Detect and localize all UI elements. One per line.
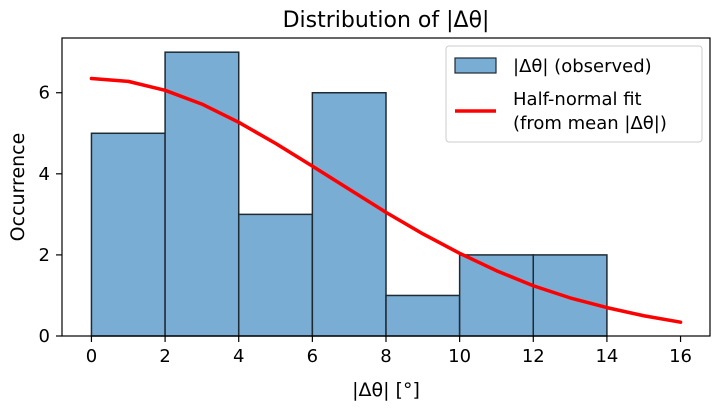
x-axis-ticks: 0 2 4 6 8 10 12 14 16 bbox=[86, 336, 692, 367]
histogram-bar-6 bbox=[532, 254, 608, 337]
x-tick-label-2: 2 bbox=[159, 346, 170, 367]
legend-fit-label-line-1: Half-normal fit bbox=[513, 89, 642, 110]
histogram-bar-1 bbox=[164, 51, 240, 337]
legend-histogram-swatch bbox=[454, 57, 497, 74]
y-tick-label-6: 6 bbox=[39, 83, 50, 104]
legend: |Δθ| (observed) Half-normal fit (from me… bbox=[445, 45, 703, 143]
legend-box bbox=[445, 45, 703, 143]
y-axis-ticks: 0 2 4 6 bbox=[39, 83, 62, 347]
chart-title: Distribution of |Δθ| bbox=[283, 8, 490, 33]
y-tick-label-0: 0 bbox=[39, 326, 50, 347]
x-axis-label: |Δθ| [°] bbox=[352, 379, 420, 401]
legend-fit-label-line-2: (from mean |Δθ|) bbox=[513, 113, 667, 134]
bars-layer bbox=[90, 51, 608, 337]
histogram-bar-4 bbox=[385, 294, 461, 337]
histogram-bar-5 bbox=[458, 254, 535, 337]
legend-histogram-label: |Δθ| (observed) bbox=[513, 56, 652, 77]
y-tick-label-4: 4 bbox=[39, 164, 50, 185]
x-tick-label-6: 6 bbox=[307, 346, 318, 367]
x-tick-label-8: 8 bbox=[380, 346, 391, 367]
half-normal-fit-line bbox=[89, 76, 683, 324]
x-tick-label-10: 10 bbox=[448, 346, 471, 367]
fit-line-layer bbox=[89, 76, 683, 324]
x-tick-label-4: 4 bbox=[233, 346, 244, 367]
histogram-bar-3 bbox=[311, 91, 387, 337]
x-tick-label-16: 16 bbox=[669, 346, 692, 367]
histogram-bar-0 bbox=[90, 132, 166, 337]
x-tick-label-12: 12 bbox=[522, 346, 545, 367]
y-axis-label: Occurrence bbox=[7, 133, 29, 242]
x-tick-label-14: 14 bbox=[595, 346, 618, 367]
x-tick-label-0: 0 bbox=[86, 346, 97, 367]
y-tick-label-2: 2 bbox=[39, 245, 50, 266]
histogram-bar-2 bbox=[237, 213, 314, 337]
